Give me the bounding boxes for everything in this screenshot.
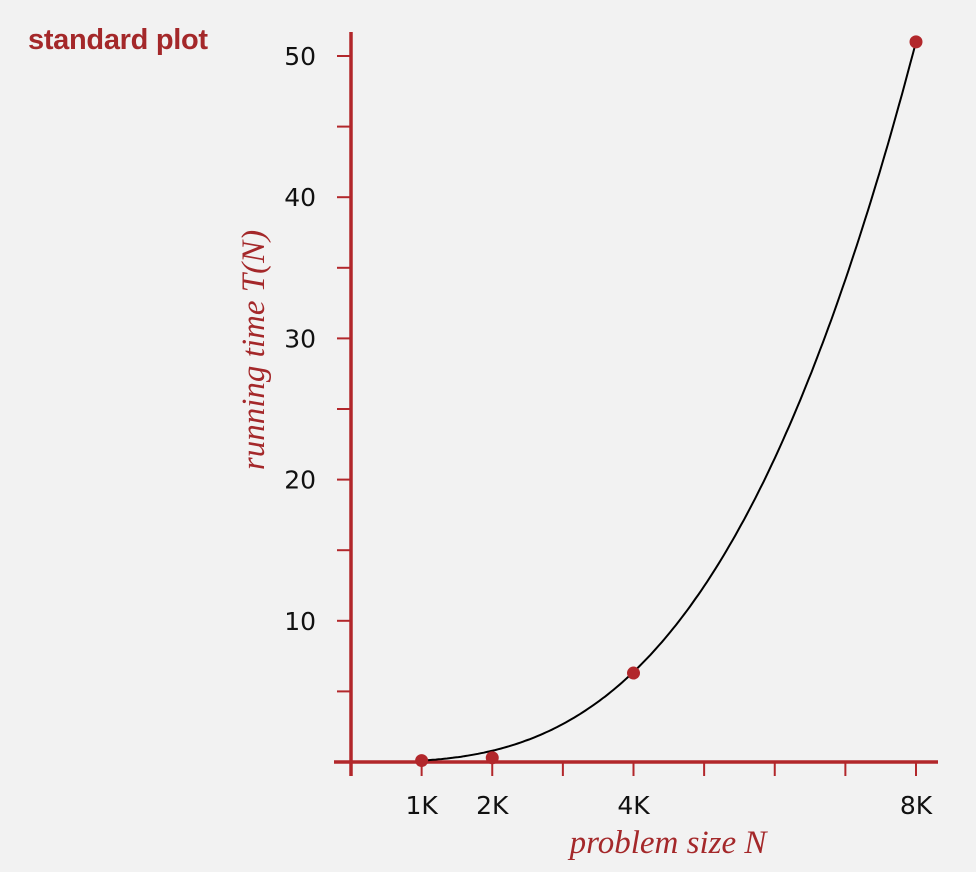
axes: 10 20 30 40 50 1K 2K 4K 8K [284,32,938,820]
y-tick-label: 50 [284,42,316,71]
y-tick-label: 40 [284,183,316,212]
chart-title: standard plot [28,24,208,56]
data-points [415,35,923,768]
y-tick-label: 20 [284,466,316,495]
y-axis-label: running time T(N) [236,230,272,470]
y-tick-label: 10 [284,607,316,636]
x-tick-label: 8K [900,791,933,820]
data-point [909,35,923,49]
x-tick-label: 4K [617,791,650,820]
data-point [627,666,640,680]
fit-curve [421,41,917,762]
x-axis-label: problem size N [568,825,769,861]
x-tick-label: 1K [405,791,438,820]
data-point [415,754,429,768]
y-tick-label: 30 [284,324,316,353]
data-point [485,751,499,765]
x-tick-label: 2K [476,791,509,820]
